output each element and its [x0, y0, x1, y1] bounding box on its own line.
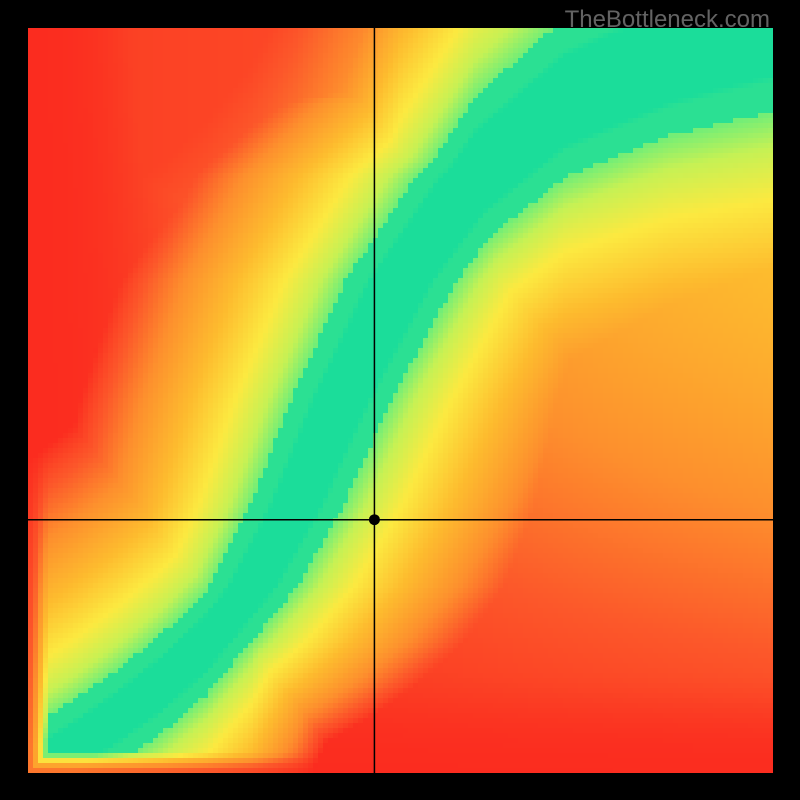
chart-container: TheBottleneck.com [0, 0, 800, 800]
overlay-canvas [0, 0, 800, 800]
watermark-text: TheBottleneck.com [565, 6, 770, 34]
